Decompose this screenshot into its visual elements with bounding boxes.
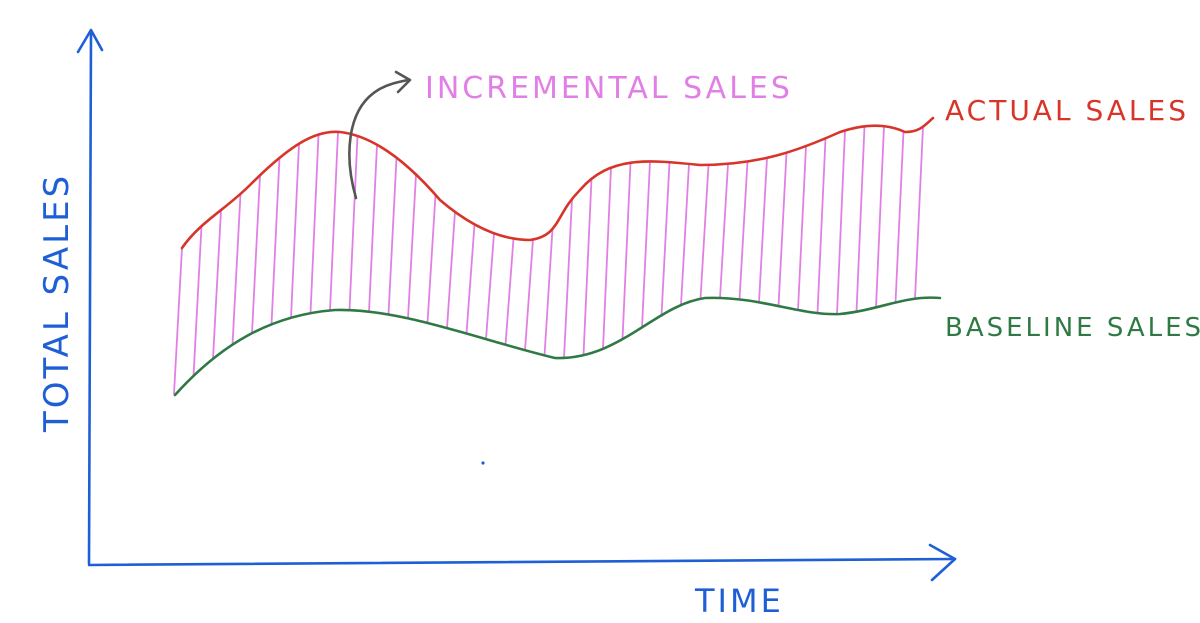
hatch-line: [894, 130, 905, 304]
hatch-line: [777, 151, 788, 308]
hatch-line: [602, 166, 612, 350]
hatch-line: [563, 198, 573, 359]
hatch-line: [582, 177, 593, 357]
hatch-line: [621, 161, 632, 341]
hatch-line: [699, 163, 710, 300]
hatch-line: [719, 162, 729, 299]
hatch-line: [231, 192, 242, 346]
y-axis-arrowhead-icon: [76, 28, 104, 54]
hatch-line: [426, 193, 437, 324]
hatch-line: [524, 238, 534, 352]
hatch-line: [407, 173, 417, 320]
actual-sales-label: ACTUAL SALES: [945, 94, 1189, 127]
hatch-line: [797, 145, 807, 311]
hatch-line: [329, 130, 339, 312]
incremental-sales-label: INCREMENTAL SALES: [425, 71, 793, 106]
hatch-line: [758, 156, 768, 304]
hatch-line: [348, 135, 359, 312]
hatch-line: [290, 142, 300, 319]
hatch-line: [543, 227, 554, 357]
hatch-line: [875, 125, 885, 309]
hatch-line: [485, 232, 495, 341]
hatch-line: [309, 133, 320, 315]
hatch-line: [192, 225, 203, 377]
time-axis-label: TIME: [694, 582, 784, 620]
hatch-line: [641, 160, 651, 329]
stray-dot: [481, 461, 485, 465]
hatch-line: [855, 125, 866, 313]
hatch-line: [680, 162, 690, 306]
hatch-line: [368, 143, 378, 313]
baseline-sales-label: BASELINE SALES: [945, 313, 1200, 343]
y-axis-line: [87, 30, 93, 565]
hatch-line: [251, 174, 261, 335]
incremental-sales-hatching: [173, 125, 924, 395]
hatch-line: [660, 161, 671, 317]
hatch-line: [465, 223, 476, 335]
x-axis-line: [87, 557, 957, 567]
x-axis-arrowhead-icon: [928, 543, 957, 582]
actual-sales-curve: [180, 116, 935, 250]
baseline-sales-curve: [173, 296, 942, 397]
hatch-line: [836, 129, 846, 316]
total-sales-axis-label: TOTAL SALES: [37, 173, 77, 433]
hatch-line: [173, 247, 183, 395]
hatch-line: [816, 137, 827, 315]
hatch-line: [270, 156, 281, 326]
hatch-line: [914, 125, 924, 300]
hatch-line: [738, 160, 749, 301]
hatch-line: [387, 156, 398, 316]
hatch-line: [504, 237, 515, 346]
curved-arrow-icon: [348, 70, 412, 200]
hatch-line: [446, 210, 456, 330]
hatch-line: [212, 209, 222, 360]
